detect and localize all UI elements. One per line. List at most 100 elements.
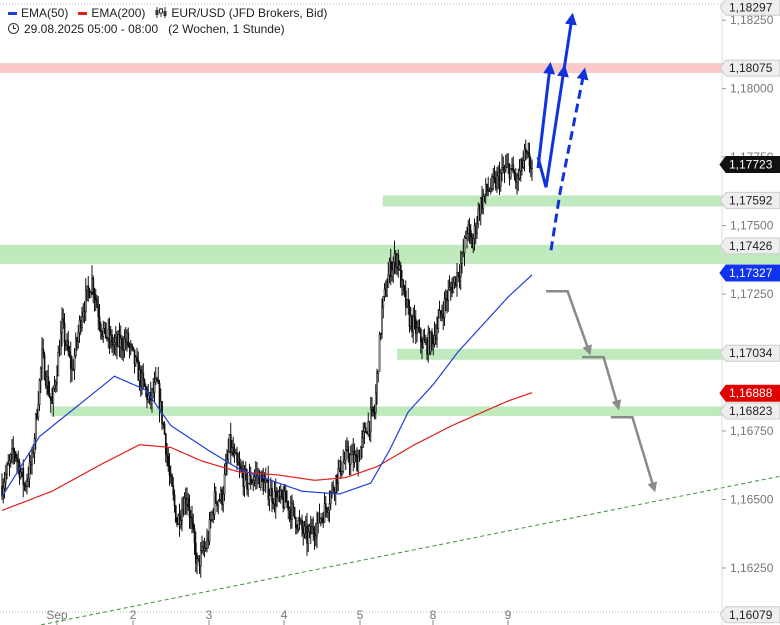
candle	[314, 522, 317, 547]
candle	[18, 458, 21, 485]
candle-body	[113, 342, 116, 345]
candle-body	[218, 499, 221, 501]
candle-body	[69, 354, 72, 370]
chart-header-legend: EMA(50) EMA(200) EUR/USD (JFD Brokers, Bid…	[8, 6, 327, 20]
candle-body	[159, 401, 162, 410]
candle	[484, 178, 487, 205]
candle	[524, 139, 527, 161]
candle	[47, 364, 50, 397]
candle-body	[348, 458, 351, 465]
candle	[347, 440, 350, 463]
range-label: (2 Wochen, 1 Stunde)	[168, 22, 285, 36]
candle	[74, 332, 77, 359]
candle-body	[443, 298, 446, 319]
candle-body	[299, 519, 302, 522]
candle	[337, 459, 340, 492]
candle	[467, 219, 470, 242]
candle	[443, 291, 446, 326]
candle-body	[502, 166, 505, 172]
y-tick-label: 1,16500	[730, 492, 774, 506]
candle	[332, 480, 335, 493]
candle-body	[389, 260, 392, 278]
bearish-arrow-2	[610, 416, 658, 493]
candle-body	[277, 491, 280, 498]
candle	[416, 320, 418, 343]
price-tag-label: 1,17592	[729, 193, 773, 207]
candle	[488, 187, 491, 192]
candle-body	[511, 164, 513, 169]
candle	[26, 473, 28, 495]
candle	[58, 339, 61, 357]
candle-body	[336, 475, 338, 484]
candle	[364, 422, 367, 433]
candle	[28, 453, 31, 488]
candle	[252, 474, 255, 492]
candle-body	[404, 290, 407, 307]
candle-body	[382, 296, 385, 308]
candle	[487, 176, 490, 197]
candle-body	[134, 357, 137, 365]
candle-body	[248, 474, 251, 484]
price-tag-label: 1,18297	[729, 0, 773, 14]
candle	[237, 452, 240, 466]
candle	[278, 486, 281, 503]
candle	[59, 320, 62, 356]
ema200-legend-label: EMA(200)	[91, 6, 146, 20]
ema50-legend-swatch	[8, 12, 17, 16]
candle	[391, 261, 393, 282]
candle	[271, 479, 273, 513]
candle-body	[239, 466, 242, 470]
candle	[174, 504, 177, 523]
candle	[409, 307, 412, 331]
candle-body	[416, 327, 418, 334]
candle-body	[332, 485, 335, 491]
candle	[92, 275, 95, 304]
candle-body	[67, 340, 70, 353]
price-tags: 1,18297 1,18075 1,17723 1,17592 1,17426 1,173…	[719, 0, 780, 624]
candle-body	[99, 324, 102, 332]
candle-body	[287, 501, 290, 511]
candle-body	[522, 160, 525, 168]
candle	[321, 512, 323, 525]
candle-body	[428, 333, 431, 353]
y-tick-label: 1,17250	[730, 287, 774, 301]
candle-body	[504, 166, 507, 171]
candle	[529, 156, 532, 178]
candle	[163, 421, 166, 435]
candle	[9, 452, 12, 468]
candle	[29, 454, 32, 475]
candle-body	[432, 337, 435, 345]
candle-body	[208, 519, 211, 542]
candle-body	[412, 316, 415, 333]
candle-body	[22, 468, 25, 485]
candle	[113, 334, 116, 355]
candle	[374, 384, 377, 420]
candle	[218, 493, 221, 503]
x-tick-label: 5	[357, 608, 364, 622]
candle-body	[451, 287, 453, 294]
candle	[477, 202, 480, 229]
candle-body	[268, 495, 271, 500]
candle-body	[271, 488, 273, 503]
candle-body	[54, 381, 57, 386]
candle	[449, 281, 452, 301]
candle-body	[417, 327, 420, 331]
candle-body	[322, 516, 325, 523]
candle	[358, 449, 361, 462]
candle-body	[16, 457, 18, 461]
candle	[447, 279, 450, 312]
candle-body	[273, 490, 276, 505]
candle	[504, 154, 507, 174]
candle-body	[139, 369, 142, 388]
candle-body	[212, 512, 215, 515]
candle-body	[131, 344, 133, 348]
candle-body	[84, 290, 87, 312]
candle	[307, 523, 310, 553]
candle	[76, 336, 78, 351]
ema200-line	[1, 392, 533, 511]
candle-body	[89, 291, 92, 298]
candle-body	[116, 337, 118, 347]
candle	[31, 446, 33, 475]
candle	[48, 381, 51, 399]
